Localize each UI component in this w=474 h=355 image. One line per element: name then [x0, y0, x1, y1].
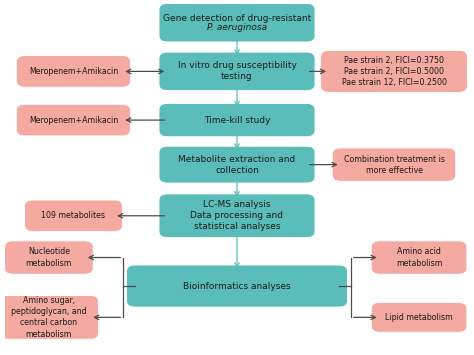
Text: Combination treatment is
more effective: Combination treatment is more effective — [344, 154, 445, 175]
FancyBboxPatch shape — [25, 200, 122, 231]
FancyBboxPatch shape — [371, 241, 467, 274]
Text: Gene detection of drug-resistant: Gene detection of drug-resistant — [163, 14, 311, 23]
FancyBboxPatch shape — [16, 56, 131, 87]
FancyBboxPatch shape — [0, 295, 99, 339]
Text: Meropenem+Amikacin: Meropenem+Amikacin — [29, 67, 118, 76]
Text: Time-kill study: Time-kill study — [204, 116, 270, 125]
Text: Bioinformatics analyses: Bioinformatics analyses — [183, 282, 291, 290]
Text: Nucleotide
metabolism: Nucleotide metabolism — [26, 247, 72, 268]
FancyBboxPatch shape — [159, 52, 315, 91]
FancyBboxPatch shape — [16, 104, 131, 136]
FancyBboxPatch shape — [320, 50, 467, 92]
FancyBboxPatch shape — [371, 302, 467, 332]
Text: 109 metabolites: 109 metabolites — [42, 211, 106, 220]
FancyBboxPatch shape — [127, 265, 347, 307]
FancyBboxPatch shape — [332, 148, 456, 181]
Text: P. aeruginosa: P. aeruginosa — [207, 23, 267, 32]
Text: Metabolite extraction and
collection: Metabolite extraction and collection — [178, 154, 296, 175]
FancyBboxPatch shape — [159, 146, 315, 183]
Text: In vitro drug susceptibility
testing: In vitro drug susceptibility testing — [178, 61, 296, 81]
Text: Amino sugar,
peptidoglycan, and
central carbon
metabolism: Amino sugar, peptidoglycan, and central … — [11, 296, 87, 339]
Text: Amino acid
metabolism: Amino acid metabolism — [396, 247, 442, 268]
Text: LC-MS analysis
Data processing and
statistical analyses: LC-MS analysis Data processing and stati… — [191, 200, 283, 231]
Text: Lipid metabolism: Lipid metabolism — [385, 313, 453, 322]
FancyBboxPatch shape — [159, 194, 315, 238]
FancyBboxPatch shape — [159, 4, 315, 42]
FancyBboxPatch shape — [159, 103, 315, 137]
Text: Meropenem+Amikacin: Meropenem+Amikacin — [29, 116, 118, 125]
FancyBboxPatch shape — [5, 241, 93, 274]
Text: Pae strain 2, FICI=0.3750
Pae strain 2, FICI=0.5000
Pae strain 12, FICI=0.2500: Pae strain 2, FICI=0.3750 Pae strain 2, … — [341, 56, 447, 87]
